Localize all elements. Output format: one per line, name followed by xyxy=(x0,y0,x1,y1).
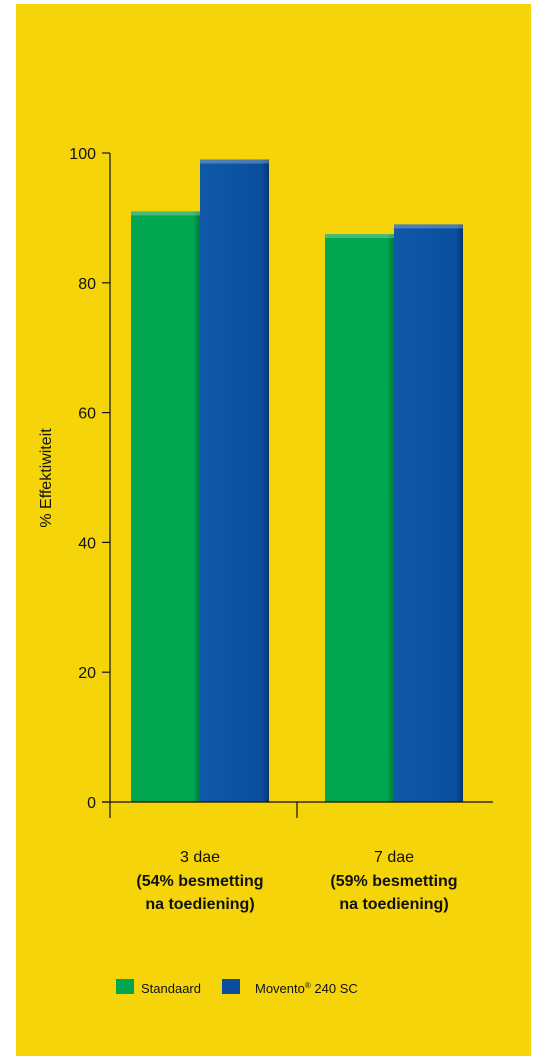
y-ticks: 0 20 40 60 80 100 xyxy=(69,146,110,812)
axes-layer xyxy=(102,153,493,818)
bar-top-highlight xyxy=(200,159,269,164)
category-label-period: 3 dae xyxy=(180,849,220,866)
category-label-after: na toediening) xyxy=(339,896,448,913)
legend-label-movento: Movento® 240 SC xyxy=(255,981,358,996)
category-label-infestation: (59% besmetting xyxy=(330,873,457,890)
bar-top-highlight xyxy=(394,224,463,229)
legend-swatch-movento xyxy=(222,979,240,994)
y-tick-label: 40 xyxy=(78,535,96,552)
y-tick-label: 60 xyxy=(78,406,96,423)
legend-label-standaard: Standaard xyxy=(141,981,201,996)
category-label-infestation: (54% besmetting xyxy=(136,873,263,890)
y-tick-label: 80 xyxy=(78,276,96,293)
y-tick-label: 20 xyxy=(78,665,96,682)
y-tick-label: 100 xyxy=(69,146,96,163)
bar-top-highlight xyxy=(325,234,394,239)
category-labels: 3 dae (54% besmetting na toediening) 7 dae (… xyxy=(136,849,457,913)
category-label-after: na toediening) xyxy=(145,896,254,913)
category-label-period: 7 dae xyxy=(374,849,414,866)
legend-swatch-standaard xyxy=(116,979,134,994)
y-axis-title: % Effektiwiteit xyxy=(38,428,55,528)
bar-standaard-2 xyxy=(325,234,394,802)
bar-movento-2 xyxy=(394,224,463,802)
bar-movento-1 xyxy=(200,159,269,803)
bars-layer xyxy=(131,159,463,803)
legend: Standaard Movento® 240 SC xyxy=(116,979,358,996)
bar-standaard-1 xyxy=(131,211,200,802)
bar-top-highlight xyxy=(131,211,200,216)
y-tick-label: 0 xyxy=(87,795,96,812)
